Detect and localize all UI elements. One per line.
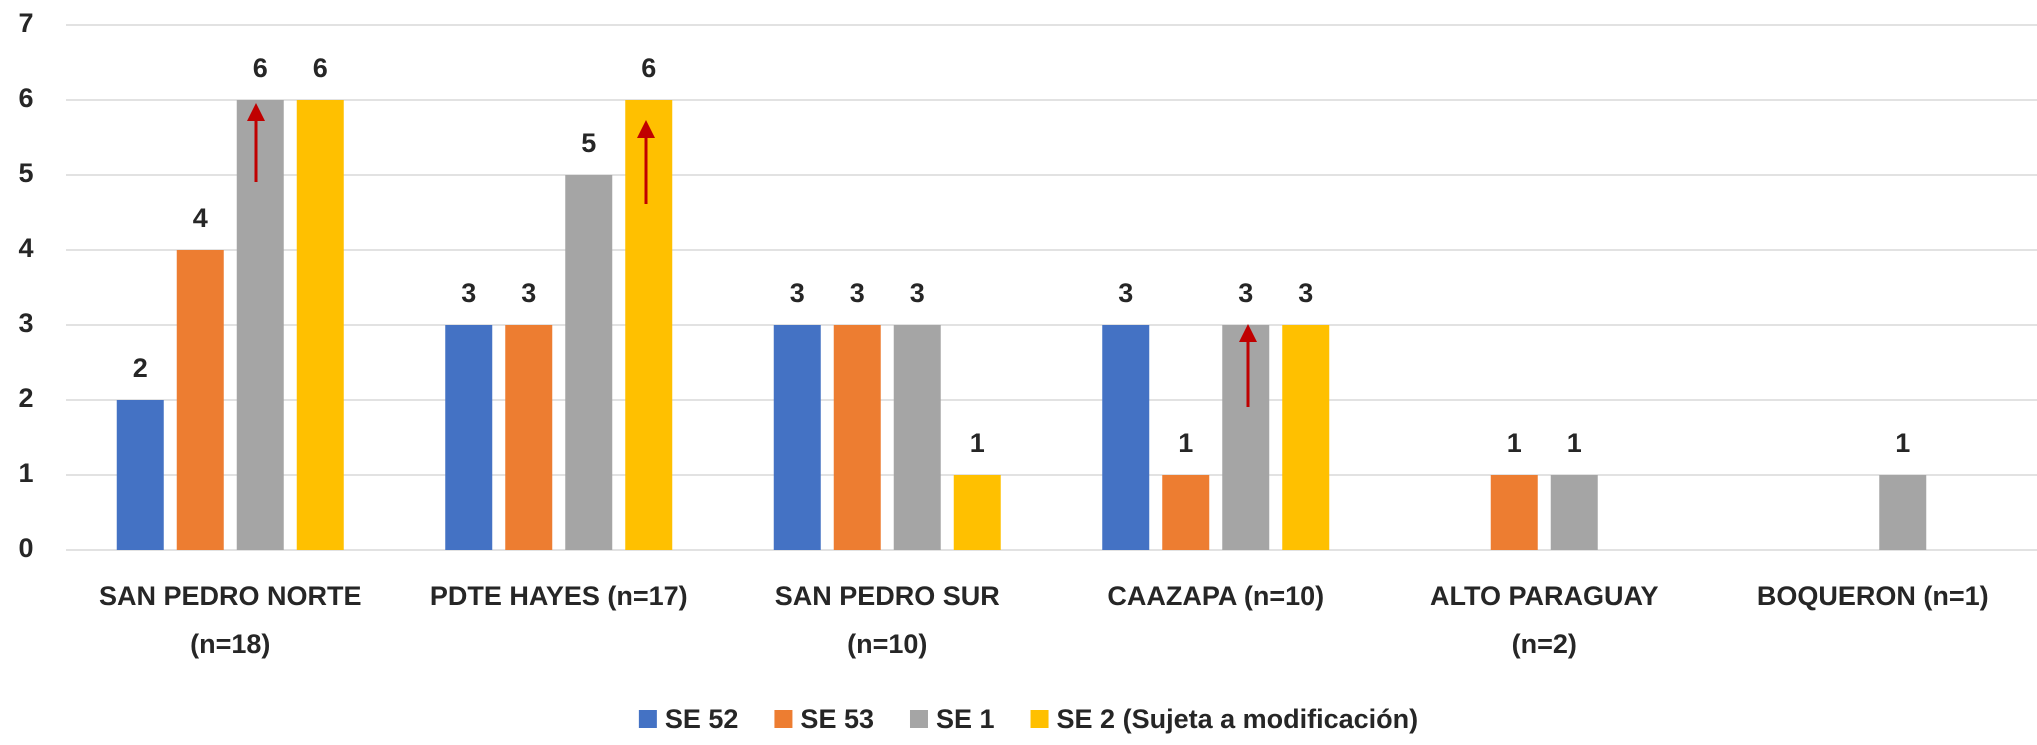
- bar: [625, 100, 673, 550]
- data-label: 1: [1895, 428, 1910, 458]
- bar: [1490, 475, 1538, 550]
- x-tick-label: BOQUERON (n=1): [1757, 581, 1989, 611]
- bar: [1879, 475, 1927, 550]
- y-tick-label: 1: [18, 458, 33, 488]
- legend-label: SE 1: [936, 704, 995, 734]
- y-tick-label: 7: [18, 8, 33, 38]
- y-tick-label: 5: [18, 158, 33, 188]
- legend-label: SE 52: [665, 704, 739, 734]
- data-label: 3: [461, 278, 476, 308]
- data-label: 3: [1298, 278, 1313, 308]
- bar: [893, 325, 941, 550]
- bar: [116, 400, 164, 550]
- x-tick-label: SAN PEDRO NORTE: [99, 581, 362, 611]
- bar: [565, 175, 613, 550]
- y-tick-label: 6: [18, 83, 33, 113]
- legend-label: SE 53: [800, 704, 874, 734]
- data-label: 6: [313, 53, 328, 83]
- data-label: 1: [1178, 428, 1193, 458]
- bar: [1222, 325, 1270, 550]
- data-label: 3: [790, 278, 805, 308]
- legend-swatch: [638, 710, 657, 728]
- bar: [953, 475, 1001, 550]
- y-tick-label: 2: [18, 383, 33, 413]
- x-tick-label: CAAZAPA (n=10): [1107, 581, 1324, 611]
- x-tick-label: PDTE HAYES (n=17): [430, 581, 688, 611]
- x-tick-label: (n=18): [190, 629, 270, 659]
- x-tick-label: (n=10): [847, 629, 927, 659]
- bar: [1162, 475, 1210, 550]
- data-label: 1: [1567, 428, 1582, 458]
- arrows: [247, 103, 1257, 407]
- data-label: 3: [1118, 278, 1133, 308]
- legend-swatch: [774, 710, 793, 728]
- bar: [445, 325, 493, 550]
- data-label: 3: [521, 278, 536, 308]
- data-label: 3: [910, 278, 925, 308]
- bar: [1102, 325, 1150, 550]
- legend-swatch: [909, 710, 928, 728]
- data-label: 4: [193, 203, 208, 233]
- bar: [1550, 475, 1598, 550]
- data-label: 3: [1238, 278, 1253, 308]
- x-tick-label: ALTO PARAGUAY: [1430, 581, 1659, 611]
- bar: [773, 325, 821, 550]
- y-tick-label: 4: [18, 233, 33, 263]
- bar: [1282, 325, 1330, 550]
- legend-label: SE 2 (Sujeta a modificación): [1057, 704, 1419, 734]
- data-label: 1: [1507, 428, 1522, 458]
- legend-swatch: [1030, 710, 1049, 728]
- bar: [296, 100, 344, 550]
- data-label: 3: [850, 278, 865, 308]
- data-label: 6: [253, 53, 268, 83]
- bar: [176, 250, 224, 550]
- bar: [236, 100, 284, 550]
- data-label: 1: [970, 428, 985, 458]
- y-tick-label: 0: [18, 533, 33, 563]
- legend: SE 52 SE 53 SE 1 SE 2 (Sujeta a modificació…: [638, 704, 1419, 734]
- data-label: 2: [133, 353, 148, 383]
- data-label: 6: [641, 53, 656, 83]
- bar: [505, 325, 553, 550]
- x-tick-label: (n=2): [1512, 629, 1577, 659]
- data-label: 5: [581, 128, 596, 158]
- y-tick-label: 3: [18, 308, 33, 338]
- x-tick-label: SAN PEDRO SUR: [775, 581, 1000, 611]
- bar: [833, 325, 881, 550]
